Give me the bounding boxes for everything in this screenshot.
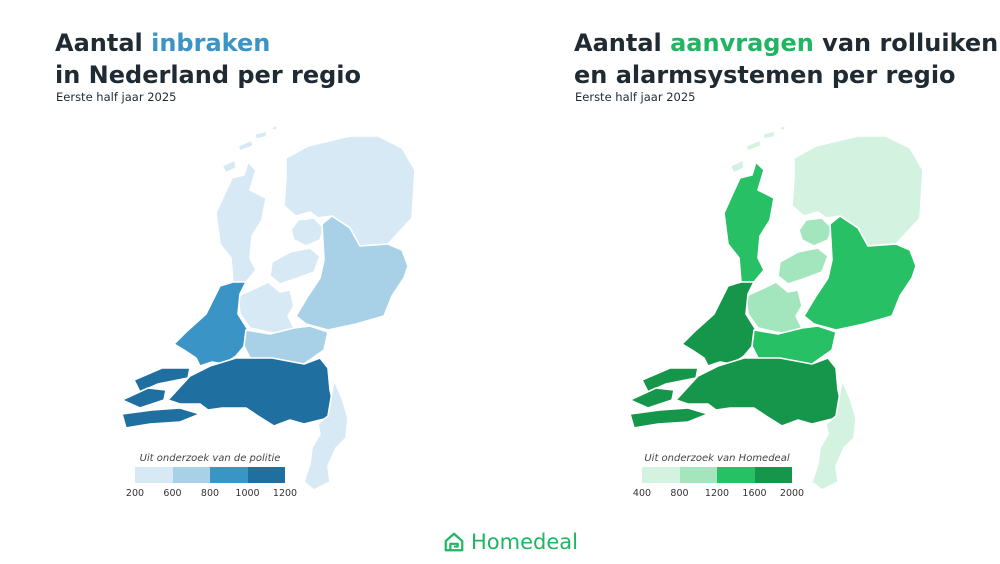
legend-swatch [679, 467, 717, 483]
title-text: Aantal [55, 29, 152, 57]
legend-tick: 200 [125, 488, 145, 499]
inbraken-subtitle: Eerste half jaar 2025 [56, 90, 177, 104]
inbraken-legend: Uit onderzoek van de politie 200 600 800… [126, 453, 297, 502]
region-zeeland-2 [629, 387, 675, 409]
aanvragen-title: Aantal aanvragen van rolluiken en alarms… [574, 27, 998, 91]
region-zuid-holland [173, 281, 249, 367]
region-wadden-islands [729, 124, 787, 174]
region-zeeland-3 [121, 407, 201, 429]
region-wadden-islands [221, 124, 279, 174]
legend-swatch [754, 467, 792, 483]
aanvragen-legend: Uit onderzoek van Homedeal 400 800 1200 … [633, 453, 804, 502]
legend-swatch [642, 467, 680, 483]
legend-ticks: 400 800 1200 1600 2000 [633, 488, 804, 502]
aanvragen-subtitle: Eerste half jaar 2025 [575, 90, 696, 104]
legend-color-bar [642, 467, 792, 483]
inbraken-map [121, 124, 416, 491]
region-brabant [675, 357, 843, 427]
title-line-2: en alarmsystemen per regio [574, 61, 956, 89]
inbraken-panel: Aantal inbraken in Nederland per regio E… [0, 0, 500, 520]
legend-tick: 800 [200, 488, 220, 499]
region-oost [295, 215, 409, 331]
inbraken-title: Aantal inbraken in Nederland per regio [55, 27, 361, 91]
region-zeeland-3 [629, 407, 709, 429]
legend-tick: 1600 [742, 488, 767, 499]
brand-name: Homedeal [471, 530, 578, 554]
title-text-end: van rolluiken [813, 29, 999, 57]
legend-caption: Uit onderzoek van de politie [139, 453, 281, 464]
region-flevoland-south [777, 247, 829, 285]
region-noord-holland [215, 161, 267, 283]
house-icon [444, 532, 464, 552]
aanvragen-panel: Aantal aanvragen van rolluiken en alarms… [500, 0, 1000, 520]
region-utrecht [745, 281, 803, 335]
title-highlight: inbraken [151, 29, 271, 57]
legend-caption: Uit onderzoek van Homedeal [644, 453, 790, 464]
legend-tick: 800 [670, 488, 689, 499]
region-flevoland-south [269, 247, 321, 285]
aanvragen-map [629, 124, 924, 491]
title-text: Aantal [574, 29, 671, 57]
legend-color-bar [135, 467, 285, 483]
region-limburg [303, 379, 349, 491]
region-midden-nederland [751, 325, 837, 365]
region-oost [803, 215, 917, 331]
title-highlight: aanvragen [670, 29, 814, 57]
region-flevoland-north [290, 217, 325, 247]
legend-tick: 1200 [704, 488, 730, 499]
legend-tick: 600 [163, 488, 182, 499]
legend-swatch [210, 467, 248, 483]
legend-tick: 1000 [235, 488, 260, 499]
legend-swatch [247, 467, 285, 483]
legend-tick: 1200 [272, 488, 298, 499]
legend-tick: 400 [632, 488, 652, 499]
region-midden-nederland [243, 325, 329, 365]
region-zuid-holland [681, 281, 757, 367]
region-limburg [811, 379, 857, 491]
legend-swatch [135, 467, 173, 483]
legend-tick: 2000 [779, 488, 805, 499]
legend-swatch [172, 467, 210, 483]
region-zeeland-2 [121, 387, 167, 409]
legend-ticks: 200 600 800 1000 1200 [126, 488, 297, 502]
region-utrecht [237, 281, 295, 335]
homedeal-logo: Homedeal [443, 530, 578, 554]
region-flevoland-north [798, 217, 833, 247]
legend-swatch [717, 467, 755, 483]
region-noord-holland [723, 161, 775, 283]
title-line-2: in Nederland per regio [55, 61, 362, 89]
region-brabant [167, 357, 335, 427]
